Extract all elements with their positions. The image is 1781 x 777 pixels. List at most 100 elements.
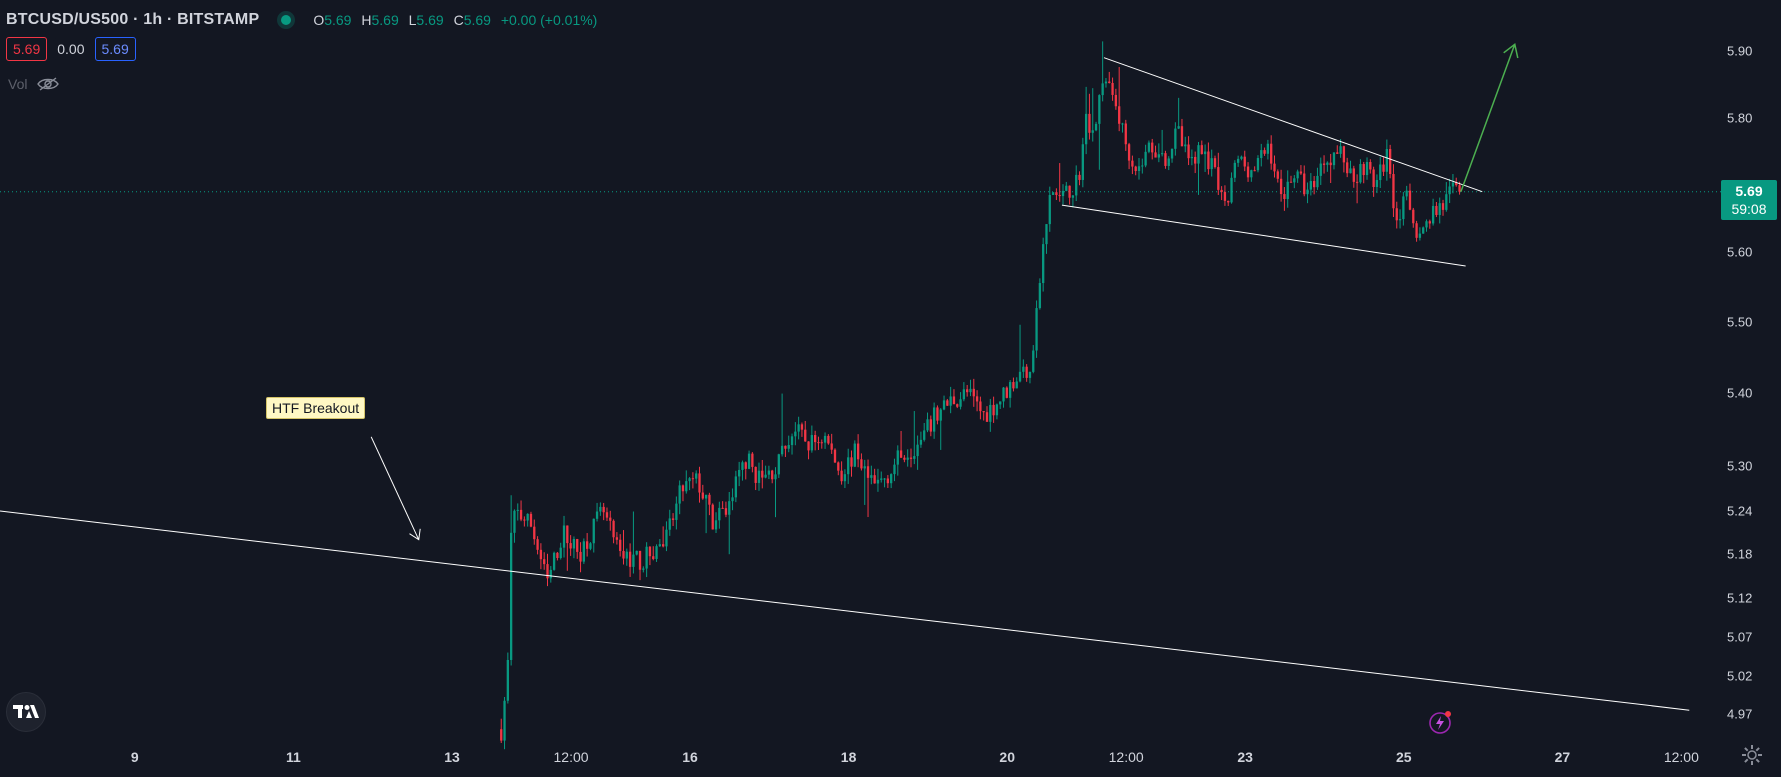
candle-body — [962, 389, 966, 400]
candle-body — [1312, 181, 1316, 188]
candle-body — [585, 541, 589, 549]
candle-body — [916, 444, 919, 457]
candle-body — [688, 478, 691, 482]
candle-body — [1055, 192, 1058, 196]
candle-body — [1253, 170, 1256, 172]
candle-body — [1012, 382, 1015, 389]
candle-body — [648, 546, 652, 557]
candle-body — [936, 407, 939, 421]
candle-body — [533, 526, 536, 540]
trade-buttons: 5.69 0.00 5.69 — [6, 37, 136, 61]
candle-body — [1137, 166, 1141, 171]
candle-body — [655, 546, 658, 559]
candle-body — [556, 552, 559, 559]
candle-body — [1160, 153, 1164, 155]
current-price-tag: 5.69 59:08 — [1721, 180, 1777, 220]
candle-body — [1445, 194, 1448, 210]
candle-body — [942, 400, 946, 410]
candle-body — [1147, 142, 1151, 152]
candle-body — [513, 510, 516, 533]
candle-body — [671, 518, 675, 520]
tradingview-logo[interactable] — [6, 692, 46, 732]
candle-body — [1441, 203, 1445, 210]
gear-icon[interactable] — [1741, 744, 1763, 766]
candle-body — [1111, 82, 1114, 95]
candle-body — [1392, 174, 1395, 209]
ohlc-values: O5.69 H5.69 L5.69 C5.69 +0.00 (+0.01%) — [313, 12, 603, 28]
candle-body — [523, 519, 526, 521]
candle-body — [853, 443, 856, 467]
low-value: 5.69 — [416, 12, 444, 28]
candle-body — [797, 424, 800, 432]
candle-body — [1230, 177, 1233, 203]
candle-body — [1455, 182, 1458, 186]
candle-body — [1329, 162, 1332, 166]
candle-body — [1154, 152, 1157, 158]
candle-body — [1346, 162, 1349, 174]
candle-body — [635, 550, 638, 555]
buy-button[interactable]: 5.69 — [94, 37, 136, 61]
candle-body — [1008, 382, 1012, 398]
candle-body — [1094, 123, 1098, 131]
sell-button[interactable]: 5.69 — [6, 37, 48, 61]
candle-body — [1339, 146, 1342, 154]
price-tick-label: 4.97 — [1727, 706, 1753, 722]
candle-body — [790, 436, 794, 446]
price-tick-label: 5.07 — [1727, 629, 1753, 645]
candle-body — [949, 396, 952, 406]
candle-body — [1296, 171, 1299, 179]
candle-body — [1388, 149, 1392, 175]
candle-body — [1220, 189, 1223, 192]
candle-body — [890, 474, 893, 484]
candle-body — [1369, 162, 1372, 170]
candle-body — [952, 396, 956, 405]
candle-body — [691, 478, 695, 480]
candle-body — [1121, 123, 1124, 125]
candle-body — [1151, 142, 1154, 153]
legend-header: BTCUSD/US500 · 1h · BITSTAMP O5.69 H5.69… — [6, 9, 603, 31]
candle-body — [820, 442, 823, 444]
price-tick-label: 5.50 — [1727, 314, 1753, 330]
price-tick-label: 5.80 — [1727, 110, 1753, 126]
candle-body — [767, 470, 771, 475]
wedge-lower-line — [1061, 204, 1466, 267]
candle-body — [1157, 154, 1160, 158]
candle-body — [698, 473, 701, 493]
candle-body — [833, 449, 837, 463]
candle-body — [761, 470, 764, 478]
projection-arrow — [1460, 44, 1516, 192]
symbol-title[interactable]: BTCUSD/US500 · 1h · BITSTAMP — [6, 11, 260, 28]
candle-body — [592, 518, 595, 544]
htf-breakout-note[interactable]: HTF Breakout — [266, 397, 366, 419]
time-tick-label: 23 — [1237, 749, 1253, 765]
candle-body — [572, 538, 576, 549]
candle-body — [1184, 144, 1187, 147]
candle-body — [1372, 169, 1375, 188]
candle-body — [509, 532, 513, 660]
candle-body — [847, 457, 850, 475]
candle-body — [1250, 170, 1253, 178]
candle-body — [1114, 94, 1118, 107]
candle-body — [1124, 123, 1127, 145]
open-label: O — [313, 12, 325, 28]
open-value: 5.69 — [324, 12, 352, 28]
lightning-alert-icon[interactable] — [1428, 709, 1454, 735]
candle-body — [599, 506, 602, 512]
eye-off-icon[interactable] — [37, 76, 60, 92]
candle-body — [1200, 145, 1203, 155]
time-tick-label: 16 — [682, 749, 698, 765]
candle-body — [622, 550, 625, 559]
time-tick-label: 12:00 — [1663, 749, 1699, 765]
candle-body — [1431, 205, 1435, 224]
candle-body — [741, 462, 744, 470]
candle-body — [519, 509, 523, 520]
candle-body — [1223, 191, 1227, 201]
candle-body — [817, 442, 820, 444]
volume-legend: Vol — [8, 76, 60, 92]
candle-body — [1210, 158, 1213, 170]
candle-body — [1402, 196, 1405, 220]
candle-body — [1084, 113, 1088, 145]
candle-body — [1065, 185, 1068, 191]
candle-body — [1398, 219, 1402, 221]
